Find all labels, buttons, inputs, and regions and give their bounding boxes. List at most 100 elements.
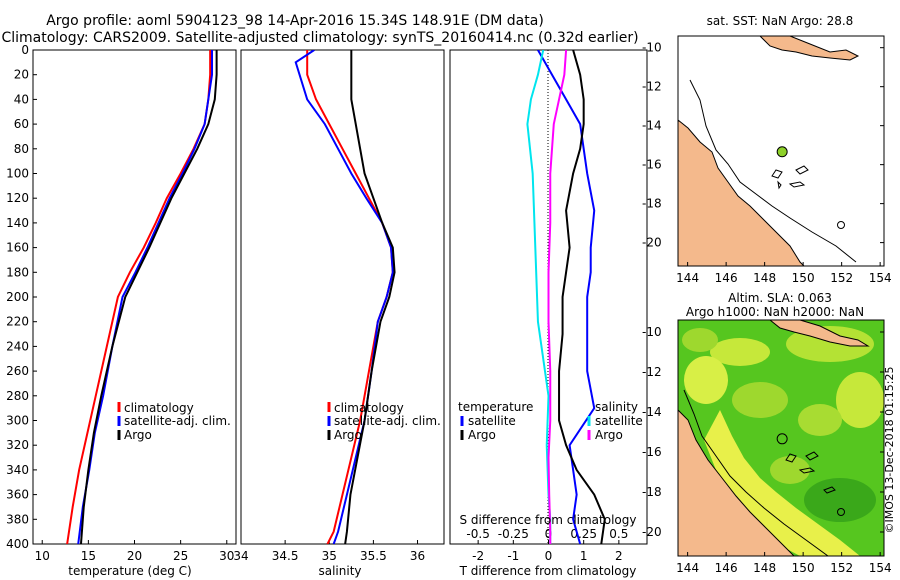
x-tick-label: 0 — [545, 549, 553, 563]
lon-tick-label: 154 — [869, 561, 892, 575]
shelf-contour — [683, 389, 829, 556]
temperature-series — [66, 50, 218, 544]
x-tick-label: 10 — [35, 549, 50, 563]
x-tick-label: 36 — [410, 549, 425, 563]
legend-t-satellite-label: satellite — [468, 414, 516, 428]
lat-tick-label: -16 — [642, 158, 662, 172]
series-satellite-adj-clim- — [294, 50, 394, 544]
lon-tick-label: 148 — [753, 271, 776, 285]
lat-tick-label: -12 — [642, 365, 662, 379]
title-line-1: Argo profile: aoml 5904123_98 14-Apr-201… — [46, 13, 544, 29]
legend-t-argo-label: Argo — [468, 428, 496, 442]
depth-tick-label: 80 — [14, 142, 29, 156]
sst-latitude-ticks: -10 -12 -14 -16 -18 -20 — [642, 41, 884, 250]
x-tick-label: 34 — [233, 549, 248, 563]
lon-tick-label: 150 — [792, 271, 815, 285]
imos-watermark: ©IMOS 13-Dec-2018 01:15:25 — [883, 367, 896, 534]
s-difference-label: S difference from climatology — [460, 513, 637, 527]
legend-temperature-title: temperature — [458, 400, 533, 414]
temperature-legend: climatology satellite-adj. clim. Argo — [117, 401, 231, 442]
lon-tick-label: 150 — [792, 561, 815, 575]
depth-tick-label: 220 — [6, 315, 29, 329]
australia-land — [678, 409, 795, 556]
legend-argo-label: Argo — [334, 428, 362, 442]
depth-tick-label: 160 — [6, 241, 29, 255]
legend-satellite-label: satellite-adj. clim. — [124, 414, 231, 428]
argo-location-marker — [776, 433, 788, 445]
s-difference-tick-labels: -0.5 -0.25 0 0.25 0.5 — [466, 527, 628, 541]
series-temperature-argo — [558, 50, 606, 544]
depth-tick-label: 240 — [6, 339, 29, 353]
t-difference-xlabel: T difference from climatology — [459, 564, 637, 578]
depth-tick-label: 60 — [14, 117, 29, 131]
title-line-2: Climatology: CARS2009. Satellite-adjuste… — [1, 30, 638, 46]
lon-tick-label: 144 — [676, 561, 699, 575]
salinity-axes-frame — [240, 49, 445, 545]
series-temperature-satellite — [537, 50, 596, 544]
argo-location-marker — [776, 146, 788, 158]
lon-tick-label: 144 — [676, 271, 699, 285]
depth-tick-label: 0 — [21, 43, 29, 57]
legend-s-satellite-label: satellite — [595, 414, 643, 428]
s-diff-tick-label: 0.25 — [570, 527, 597, 541]
s-diff-tick-label: 0 — [545, 527, 553, 541]
series-salinity-argo — [547, 50, 568, 544]
sst-longitude-ticks: 144 146 148 150 152 154 — [676, 262, 892, 285]
sla-field-patches — [682, 326, 884, 522]
depth-tick-label: 320 — [6, 438, 29, 452]
x-tick-label: 2 — [615, 549, 623, 563]
lat-tick-label: -16 — [642, 445, 662, 459]
x-tick-label: 20 — [127, 549, 142, 563]
x-tick-label: 30 — [219, 549, 234, 563]
x-tick-label: 1 — [580, 549, 588, 563]
difference-legend: temperature satellite Argo salinity sate… — [458, 400, 643, 442]
temperature-tick-labels: 10 15 20 25 30 — [35, 540, 234, 563]
legend-salinity-title: salinity — [595, 400, 638, 414]
series-argo — [344, 50, 396, 544]
depth-tick-label: 20 — [14, 68, 29, 82]
s-diff-tick-label: -0.5 — [466, 527, 489, 541]
legend-satellite-label: satellite-adj. clim. — [334, 414, 441, 428]
lat-tick-label: -18 — [642, 197, 662, 211]
t-difference-tick-labels: -2 -1 0 1 2 — [472, 540, 623, 563]
reef-islands — [785, 451, 836, 494]
salinity-series — [294, 50, 396, 544]
depth-tick-label: 40 — [14, 92, 29, 106]
sla-map-title-line-1: Altim. SLA: 0.063 — [728, 291, 832, 305]
salinity-tick-labels: 34 34.5 35 35.5 36 — [233, 540, 425, 563]
legend-argo-label: Argo — [124, 428, 152, 442]
papua-new-guinea-land — [759, 36, 860, 61]
depth-tick-label: 200 — [6, 290, 29, 304]
sst-map: sat. SST: NaN Argo: 28.8 -10 -12 -14 -16 -18… — [642, 14, 892, 285]
depth-tick-label: 360 — [6, 488, 29, 502]
s-diff-tick-label: 0.5 — [609, 527, 628, 541]
sla-map-title-line-2: Argo h1000: NaN h2000: NaN — [686, 305, 864, 319]
papua-new-guinea-land — [769, 320, 870, 347]
sla-map-frame — [677, 319, 885, 557]
legend-climatology-label: climatology — [334, 401, 404, 415]
sla-latitude-ticks: -10 -12 -14 -16 -18 -20 — [642, 325, 884, 539]
x-tick-label: 25 — [173, 549, 188, 563]
shelf-contour — [689, 79, 857, 263]
reef-islands — [771, 165, 809, 190]
lat-tick-label: -20 — [642, 525, 662, 539]
reef-marker — [837, 508, 845, 516]
depth-tick-label: 340 — [6, 463, 29, 477]
lat-tick-label: -14 — [642, 119, 662, 133]
lon-tick-label: 154 — [869, 271, 892, 285]
sla-shallow-zone — [704, 410, 860, 556]
reef-marker — [837, 221, 845, 229]
sst-map-frame — [677, 35, 885, 267]
x-tick-label: 35.5 — [360, 549, 387, 563]
temperature-xlabel: temperature (deg C) — [68, 564, 191, 578]
lat-tick-label: -18 — [642, 485, 662, 499]
depth-tick-label: 380 — [6, 512, 29, 526]
salinity-legend: climatology satellite-adj. clim. Argo — [327, 401, 441, 442]
sla-longitude-ticks: 144 146 148 150 152 154 — [676, 552, 892, 575]
depth-tick-label: 400 — [6, 537, 29, 551]
series-salinity-satellite — [526, 50, 552, 544]
lat-tick-label: -10 — [642, 41, 662, 55]
temperature-panel: 0 20 40 60 80 100 120 140 160 180 200 220 240 260 280 3… — [6, 43, 237, 578]
difference-panel: -2 -1 0 1 2 -0.5 -0.25 0 0.25 0.5 T difference f… — [449, 49, 648, 578]
depth-tick-label: 140 — [6, 216, 29, 230]
